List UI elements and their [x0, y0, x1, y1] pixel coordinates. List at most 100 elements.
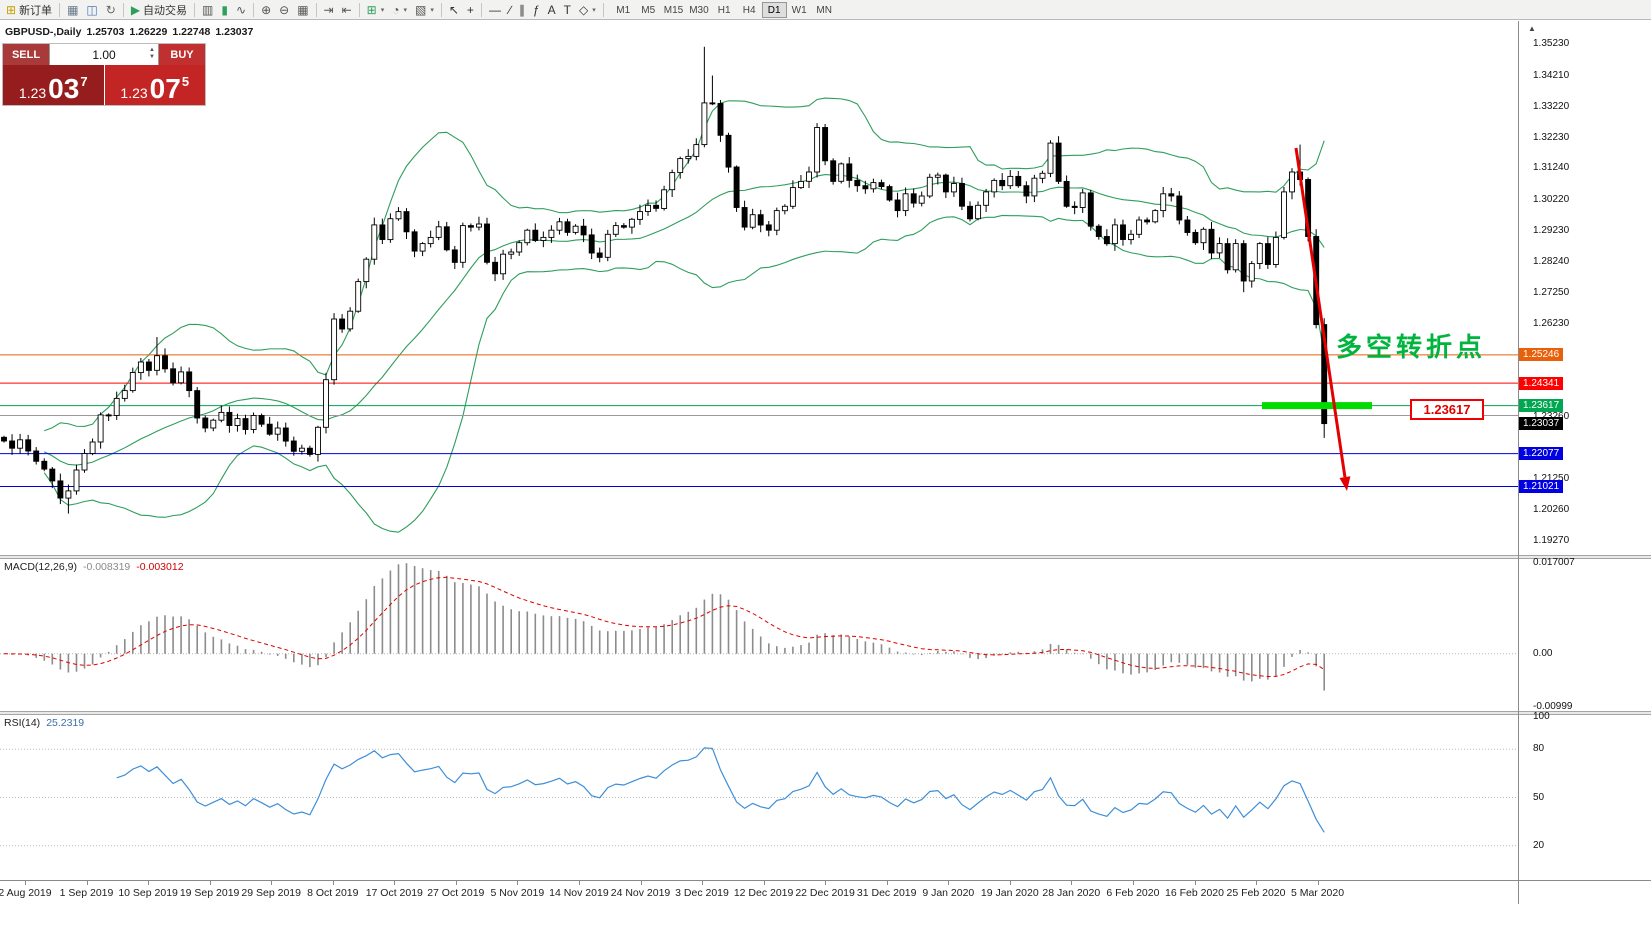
price-badge: 1.22077: [1519, 447, 1564, 461]
new-order-button[interactable]: ⊞ 新订单: [2, 0, 56, 20]
cursor-button[interactable]: ↖: [445, 0, 463, 20]
label-button[interactable]: T: [560, 0, 575, 20]
time-axis[interactable]: 2 Aug 2019 1 Sep 2019 10 Sep 2019 19 Sep 20…: [0, 880, 1651, 905]
text-button[interactable]: A: [544, 0, 560, 20]
new-chart-button[interactable]: ⊞ ▾: [363, 0, 389, 20]
sell-price-big: 03: [48, 73, 80, 104]
volume-input[interactable]: 1.00 ▲ ▼: [49, 44, 159, 65]
symbol-period-label: GBPUSD-,Daily: [5, 26, 82, 38]
buy-price-prefix: 1.23: [120, 85, 148, 101]
chart-window: GBPUSD-,Daily 1.25703 1.26229 1.22748 1.2303…: [0, 21, 1651, 946]
stepper-up-icon[interactable]: ▲: [149, 47, 155, 53]
timeframe-h1-button[interactable]: H1: [717, 4, 731, 16]
hline-button[interactable]: ―: [485, 0, 505, 20]
macd-axis-label: 0.017007: [1533, 557, 1575, 568]
sell-button[interactable]: SELL: [3, 44, 49, 65]
date-label: 17 Oct 2019: [365, 887, 423, 899]
date-label: 19 Sep 2019: [179, 887, 240, 899]
crosshair-icon: +: [466, 2, 474, 17]
timeframe-w1-button[interactable]: W1: [791, 4, 807, 16]
chevron-down-icon: ▾: [403, 6, 407, 14]
candlestick-chart-button[interactable]: ▮: [217, 0, 232, 20]
macd-name: MACD(12,26,9): [4, 561, 77, 573]
zoom-out-button[interactable]: ⊖: [275, 0, 293, 20]
sell-price-box[interactable]: 1.23 03 7: [3, 65, 104, 105]
panel-separator[interactable]: [0, 711, 1651, 715]
buy-price-box[interactable]: 1.23 07 5: [104, 65, 205, 105]
stepper-down-icon[interactable]: ▼: [149, 54, 155, 60]
cursor-icon: ↖: [448, 2, 459, 17]
price-badge: 1.25246: [1519, 348, 1564, 362]
toolbar-separator: [440, 2, 442, 17]
time-axis-tick: [640, 881, 642, 885]
macd-panel[interactable]: MACD(12,26,9) -0.008319 -0.003012: [0, 559, 1651, 711]
buy-button[interactable]: BUY: [159, 44, 205, 65]
text-icon: A: [547, 2, 556, 17]
crosshair-button[interactable]: +: [463, 0, 478, 20]
toolbar-separator: [194, 2, 196, 17]
scale-arrow-icon[interactable]: ▲: [1528, 24, 1536, 33]
macd-chart[interactable]: [0, 559, 1518, 711]
timeframe-m30-button[interactable]: M30: [689, 4, 709, 16]
date-label: 24 Nov 2019: [610, 887, 671, 899]
profile-icon: ◫: [86, 2, 98, 17]
rsi-panel[interactable]: RSI(14) 25.2319: [0, 715, 1651, 880]
macd-signal-value: -0.003012: [136, 561, 184, 573]
timeframe-mn-button[interactable]: MN: [816, 4, 832, 16]
channel-button[interactable]: ∥: [515, 0, 529, 20]
trendline-button[interactable]: ∕: [505, 0, 515, 20]
price-axis-label: 1.35230: [1533, 38, 1570, 49]
shapes-button[interactable]: ◇ ▾: [575, 0, 600, 20]
rsi-axis-label: 20: [1533, 839, 1545, 851]
line-chart-button[interactable]: ∿: [232, 0, 250, 20]
time-axis-tick: [455, 881, 457, 885]
autotrade-button[interactable]: ▶ 自动交易: [127, 0, 191, 20]
chart-shift-icon: ⇤: [341, 2, 352, 17]
timeframe-m5-button[interactable]: M5: [641, 4, 656, 16]
line-chart-icon: ∿: [236, 2, 247, 17]
rsi-chart[interactable]: [0, 715, 1518, 880]
refresh-button[interactable]: ↻: [102, 0, 120, 20]
rsi-axis-label: 80: [1533, 743, 1545, 755]
zoom-in-button[interactable]: ⊕: [257, 0, 275, 20]
shapes-icon: ◇: [579, 2, 589, 17]
time-axis-tick: [948, 881, 950, 885]
autotrade-button-label: 自动交易: [143, 4, 188, 17]
profile-button[interactable]: ◫: [82, 0, 101, 20]
bar-chart-icon: ▥: [202, 2, 214, 17]
date-label: 2 Aug 2019: [0, 887, 52, 899]
timeframe-m1-button[interactable]: M1: [616, 4, 631, 16]
time-axis-tick: [394, 881, 396, 885]
close-value: 1.23037: [215, 26, 254, 38]
main-chart-panel[interactable]: GBPUSD-,Daily 1.25703 1.26229 1.22748 1.2303…: [0, 21, 1651, 555]
timeframe-h4-button[interactable]: H4: [742, 4, 756, 16]
fibonacci-button[interactable]: ƒ: [529, 0, 544, 20]
time-axis-tick: [271, 881, 273, 885]
template-button[interactable]: ▧ ▾: [411, 0, 438, 20]
chevron-down-icon: ▾: [592, 6, 596, 14]
timeframe-m15-button[interactable]: M15: [663, 4, 684, 16]
time-axis-tick: [763, 881, 765, 885]
chart-windows-button[interactable]: ▦: [63, 0, 82, 20]
time-axis-tick: [1071, 881, 1073, 885]
timeframe-group: M1 M5 M15 M30 H1 H4 D1 W1 MN: [611, 1, 837, 18]
tile-windows-button[interactable]: ▦: [293, 0, 312, 20]
bar-chart-button[interactable]: ▥: [198, 0, 217, 20]
price-axis-label: 1.28240: [1533, 255, 1570, 267]
candlestick-chart[interactable]: [0, 21, 1518, 555]
volume-stepper[interactable]: ▲ ▼: [149, 47, 155, 61]
date-label: 10 Sep 2019: [118, 887, 178, 899]
timeframe-d1-button[interactable]: D1: [761, 1, 787, 18]
date-label: 22 Dec 2019: [795, 887, 855, 899]
trendline-icon: ∕: [508, 2, 511, 17]
macd-main-value: -0.008319: [82, 561, 131, 573]
channel-icon: ∥: [518, 2, 525, 17]
high-value: 1.26229: [129, 26, 168, 38]
auto-scroll-button[interactable]: ⇥: [320, 0, 338, 20]
period-button[interactable]: ◔ ▾: [388, 0, 411, 20]
one-click-trading-widget: SELL 1.00 ▲ ▼ BUY 1.23 03 7 1.23 07 5: [2, 43, 206, 106]
panel-separator[interactable]: [0, 555, 1651, 559]
time-axis-tick: [148, 881, 150, 885]
date-label: 27 Oct 2019: [427, 887, 485, 899]
chart-shift-button[interactable]: ⇤: [338, 0, 356, 20]
